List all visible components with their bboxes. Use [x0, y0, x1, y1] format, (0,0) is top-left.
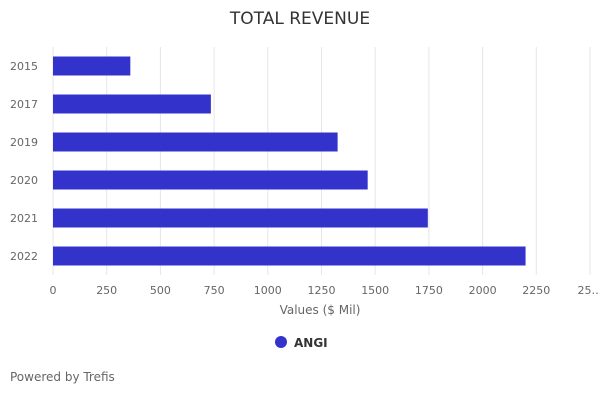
y-tick-label: 2015 [10, 60, 38, 73]
y-tick-label: 2019 [10, 136, 38, 149]
x-tick-label: 250 [96, 284, 117, 297]
x-axis-labels: 0 250 500 750 1000 1250 1500 1750 2000 2250 25… [50, 284, 600, 297]
legend-swatch [275, 336, 287, 348]
x-tick-label: 2000 [469, 284, 497, 297]
y-tick-label: 2021 [10, 212, 38, 225]
x-tick-label: 1500 [361, 284, 389, 297]
y-tick-label: 2020 [10, 174, 38, 187]
bar-2015[interactable] [53, 56, 131, 76]
grid-lines [52, 47, 591, 275]
bar-2022[interactable] [53, 246, 526, 266]
x-tick-label: 2250 [522, 284, 550, 297]
powered-by-credit[interactable]: Powered by Trefis [10, 370, 115, 384]
legend-label: ANGI [294, 336, 328, 350]
chart-title: TOTAL REVENUE [229, 9, 370, 29]
x-tick-label: 25… [578, 284, 600, 297]
bar-2017[interactable] [53, 94, 211, 114]
bar-series [53, 56, 526, 266]
y-tick-label: 2017 [10, 98, 38, 111]
x-tick-label: 0 [50, 284, 57, 297]
bar-2019[interactable] [53, 132, 338, 152]
x-tick-label: 1750 [415, 284, 443, 297]
y-axis-labels: 2015 2017 2019 2020 2021 2022 [10, 60, 38, 263]
x-tick-label: 1250 [308, 284, 336, 297]
bar-2021[interactable] [53, 208, 428, 228]
x-tick-label: 500 [150, 284, 171, 297]
legend-item[interactable]: ANGI [275, 336, 328, 350]
bar-2020[interactable] [53, 170, 368, 190]
y-tick-label: 2022 [10, 250, 38, 263]
x-axis-title: Values ($ Mil) [280, 303, 361, 317]
x-tick-label: 750 [204, 284, 225, 297]
x-tick-label: 1000 [254, 284, 282, 297]
